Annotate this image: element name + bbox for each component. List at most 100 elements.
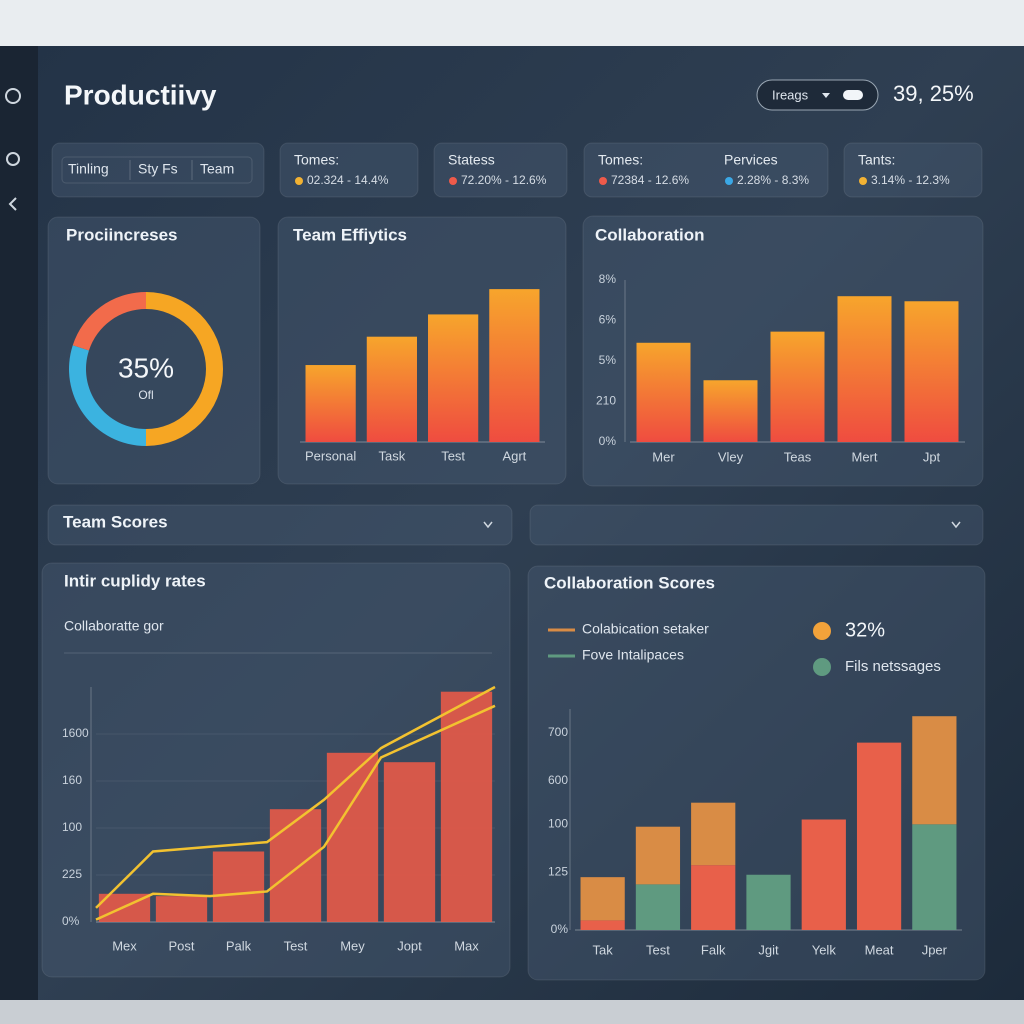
- x-tick-label: Test: [284, 938, 308, 953]
- legend-label: Colabication setaker: [582, 621, 709, 637]
- section-bar[interactable]: [47, 504, 513, 546]
- bar: [440, 691, 493, 922]
- tabs-panel: [51, 142, 265, 198]
- key-dot: [813, 622, 831, 640]
- stat-label: Tomes:: [294, 152, 339, 168]
- stat-card: [279, 142, 419, 198]
- bar: [212, 851, 265, 922]
- section-bar[interactable]: [529, 504, 984, 546]
- y-tick-label: 0%: [599, 434, 617, 448]
- y-tick-label: 100: [62, 820, 82, 834]
- chevron: [483, 521, 493, 529]
- bar-segment: [746, 874, 791, 930]
- x-tick-label: Jgit: [758, 942, 779, 957]
- page-title: Productiivy: [64, 79, 217, 110]
- donut-segment: [146, 292, 223, 446]
- bar: [383, 762, 436, 922]
- stat-card: [433, 142, 568, 198]
- chart-title: Collaboration Scores: [544, 573, 715, 592]
- x-tick-label: Post: [168, 938, 194, 953]
- x-tick-label: Mer: [652, 449, 675, 464]
- bar: [269, 809, 322, 922]
- bar: [366, 336, 417, 442]
- y-tick-label: 225: [62, 867, 82, 881]
- y-tick-label: 8%: [599, 272, 617, 286]
- stat-dot: [449, 177, 457, 185]
- key-label: 32%: [845, 619, 885, 641]
- y-tick-label: 5%: [599, 353, 617, 367]
- header-value: 39, 25%: [893, 81, 974, 106]
- stat-value: 72.20% - 12.6%: [461, 173, 547, 187]
- x-tick-label: Mex: [112, 938, 137, 953]
- stat-dot: [859, 177, 867, 185]
- bar-segment: [580, 920, 625, 930]
- y-tick-label: 0%: [551, 922, 569, 936]
- x-tick-label: Test: [441, 448, 465, 463]
- stat-card: [583, 142, 829, 198]
- key-dot: [813, 658, 831, 676]
- stat-value: 2.28% - 8.3%: [737, 173, 809, 187]
- stat-label: Tomes:: [598, 152, 643, 168]
- x-tick-label: Personal: [305, 448, 356, 463]
- toggle[interactable]: [843, 90, 863, 100]
- tab[interactable]: Team: [200, 161, 234, 177]
- x-tick-label: Jopt: [397, 938, 422, 953]
- y-tick-label: 160: [62, 773, 82, 787]
- legend-label: Fove Intalipaces: [582, 647, 684, 663]
- y-tick-label: 6%: [599, 313, 617, 327]
- chart-title: Prociincreses: [66, 225, 178, 244]
- tab[interactable]: Sty Fs: [138, 161, 178, 177]
- sidebar-icon[interactable]: [5, 88, 21, 104]
- bezel-top: [0, 0, 1024, 46]
- section-title: Team Scores: [63, 512, 168, 531]
- stat-card: [843, 142, 983, 198]
- chart-subtitle: Collaboratte gor: [64, 618, 164, 634]
- bar: [326, 752, 379, 922]
- key-label: Fils netssages: [845, 658, 941, 675]
- sidebar-icon[interactable]: [8, 197, 17, 211]
- x-tick-label: Vley: [718, 449, 744, 464]
- bar: [770, 331, 825, 442]
- y-tick-label: 600: [548, 773, 568, 787]
- x-tick-label: Yelk: [812, 942, 837, 957]
- stat-value: 02.324 - 14.4%: [307, 173, 389, 187]
- y-tick-label: 0%: [62, 914, 80, 928]
- stat-value: 72384 - 12.6%: [611, 173, 689, 187]
- bar: [155, 896, 208, 922]
- y-tick-label: 1600: [62, 726, 89, 740]
- y-tick-label: 700: [548, 725, 568, 739]
- line: [95, 685, 496, 909]
- stat-dot: [295, 177, 303, 185]
- x-tick-label: Jpt: [923, 449, 941, 464]
- x-tick-label: Palk: [226, 938, 252, 953]
- stat-value: 3.14% - 12.3%: [871, 173, 950, 187]
- stat-label: Pervices: [724, 152, 778, 168]
- y-tick-label: 210: [596, 394, 616, 408]
- bar-segment: [635, 884, 681, 930]
- bar: [703, 380, 758, 442]
- x-tick-label: Teas: [784, 449, 812, 464]
- x-tick-label: Agrt: [502, 448, 526, 463]
- bar-segment: [912, 824, 957, 930]
- bar-segment: [856, 742, 902, 930]
- x-tick-label: Jper: [922, 942, 948, 957]
- bar: [428, 314, 479, 442]
- tab[interactable]: Tinling: [68, 161, 109, 177]
- bar-segment: [635, 826, 681, 885]
- bar: [636, 342, 691, 442]
- bezel-bottom: [0, 1000, 1024, 1024]
- stat-dot: [725, 177, 733, 185]
- sidebar-icon[interactable]: [6, 152, 20, 166]
- stat-label: Tants:: [858, 152, 895, 168]
- y-tick-label: 100: [548, 816, 568, 830]
- x-tick-label: Tak: [593, 942, 614, 957]
- x-tick-label: Mert: [852, 449, 878, 464]
- sidebar: [0, 46, 38, 1000]
- stat-label: Statess: [448, 152, 495, 168]
- dropdown[interactable]: [756, 79, 879, 111]
- line: [95, 704, 496, 921]
- x-tick-label: Falk: [701, 942, 726, 957]
- bar-segment: [691, 865, 736, 930]
